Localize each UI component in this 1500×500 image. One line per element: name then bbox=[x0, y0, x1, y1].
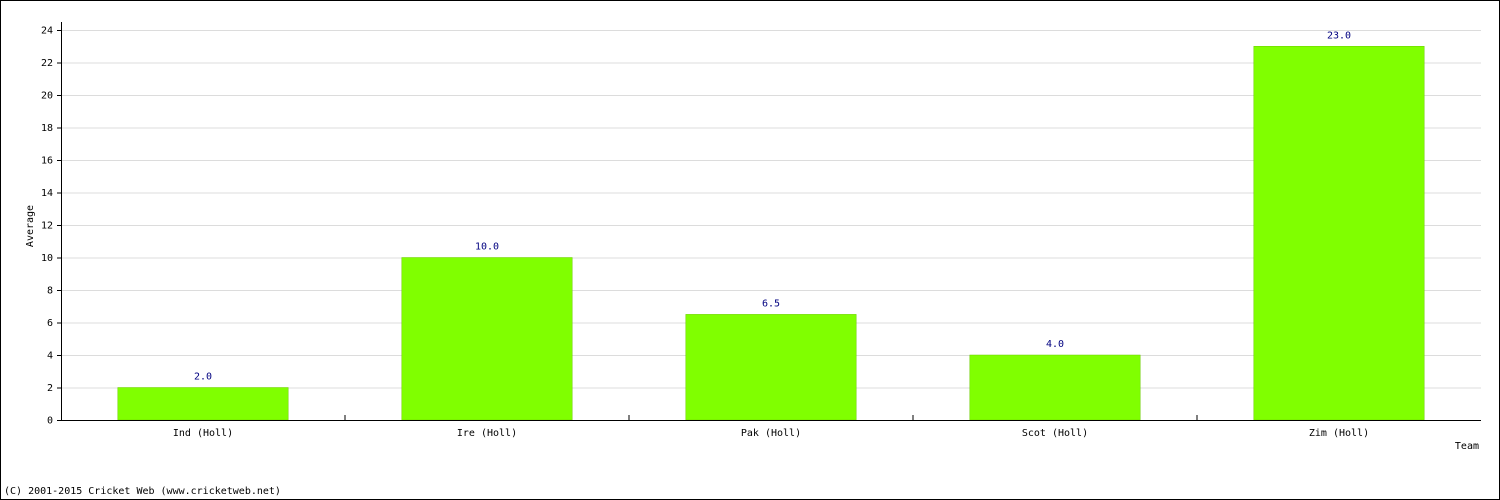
y-tick-label: 12 bbox=[41, 221, 53, 232]
y-tick-label: 22 bbox=[41, 58, 53, 69]
y-tick-label: 2 bbox=[47, 383, 53, 394]
bar bbox=[969, 354, 1141, 421]
x-tick-label: Zim (Holl) bbox=[1309, 428, 1369, 439]
y-tick-label: 4 bbox=[47, 351, 53, 362]
bar bbox=[685, 314, 857, 421]
y-tick-label: 18 bbox=[41, 123, 53, 134]
bar bbox=[1253, 46, 1425, 421]
data-label: 10.0 bbox=[475, 242, 499, 253]
y-tick-label: 20 bbox=[41, 91, 53, 102]
y-axis-label: Average bbox=[25, 205, 36, 247]
y-tick-label: 8 bbox=[47, 286, 53, 297]
y-tick-label: 24 bbox=[41, 26, 53, 37]
y-tick-label: 0 bbox=[47, 416, 53, 427]
x-tick-label: Scot (Holl) bbox=[1022, 428, 1088, 439]
y-tick-label: 10 bbox=[41, 253, 53, 264]
data-label: 2.0 bbox=[194, 372, 212, 383]
bar bbox=[401, 257, 573, 421]
data-label: 23.0 bbox=[1327, 30, 1351, 41]
data-label: 6.5 bbox=[762, 298, 780, 309]
data-label: 4.0 bbox=[1046, 339, 1064, 350]
x-axis-label: Team bbox=[1455, 441, 1479, 452]
y-tick-label: 14 bbox=[41, 188, 53, 199]
x-tick-label: Ire (Holl) bbox=[457, 428, 517, 439]
y-tick-label: 6 bbox=[47, 318, 53, 329]
x-tick-label: Ind (Holl) bbox=[173, 428, 233, 439]
y-tick-label: 16 bbox=[41, 156, 53, 167]
bar bbox=[117, 387, 289, 421]
footer: (C) 2001-2015 Cricket Web (www.cricketwe… bbox=[4, 486, 281, 497]
x-tick-label: Pak (Holl) bbox=[741, 428, 801, 439]
